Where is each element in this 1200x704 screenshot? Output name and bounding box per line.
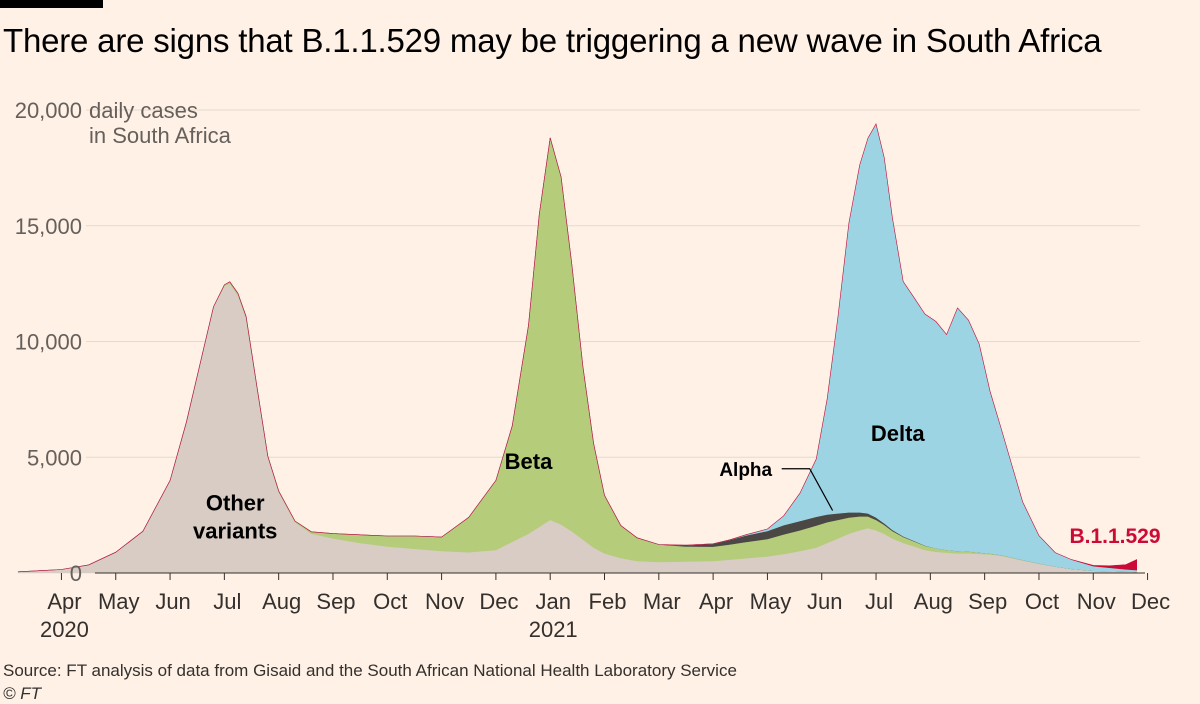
x-tick-label: Mar <box>643 589 681 614</box>
y-tick-label: 0 <box>70 561 82 586</box>
copyright: © FT <box>3 684 42 703</box>
x-tick-label: Jun <box>807 589 842 614</box>
x-tick-label: Jun <box>155 589 190 614</box>
x-tick-label: Feb <box>589 589 627 614</box>
x-tick-label: Sep <box>316 589 355 614</box>
x-tick-label: May <box>750 589 792 614</box>
y-tick-label: 15,000 <box>15 214 82 239</box>
y-tick-label: 20,000 <box>15 98 82 123</box>
x-tick-label: Oct <box>1025 589 1059 614</box>
x-tick-label: Nov <box>1077 589 1116 614</box>
x-tick-label: Oct <box>373 589 407 614</box>
x-tick-label: Jan <box>535 589 570 614</box>
x-tick-label: May <box>98 589 140 614</box>
x-tick-label: Dec <box>1131 589 1170 614</box>
x-year-label: 2021 <box>529 617 578 642</box>
x-tick-label: Apr <box>699 589 733 614</box>
x-tick-label: Aug <box>262 589 301 614</box>
x-tick-label: Aug <box>914 589 953 614</box>
x-tick-label: Sep <box>968 589 1007 614</box>
source-note: Source: FT analysis of data from Gisaid … <box>3 661 737 680</box>
y-tick-label: 10,000 <box>15 330 82 355</box>
stacked-areas <box>17 123 1137 574</box>
label-b-1-1-529: B.1.1.529 <box>1069 525 1160 548</box>
x-year-label: 2020 <box>40 617 89 642</box>
x-tick-label: Jul <box>213 589 241 614</box>
x-tick-label: Dec <box>479 589 518 614</box>
x-tick-label: Jul <box>865 589 893 614</box>
area-b-1-1-529 <box>17 123 1137 573</box>
y-axis-label-line2: in South Africa <box>89 123 232 148</box>
series-labels: Other variants Beta Delta Alpha B.1.1.529 <box>193 421 1160 548</box>
label-other-variants: Other <box>206 490 265 515</box>
alpha-leader-line <box>781 468 834 511</box>
y-tick-label: 5,000 <box>27 445 82 470</box>
x-axis: Apr 2020 May Jun Jul Aug Sep Oct Nov Dec Jan 2021 Fe… <box>40 572 1170 642</box>
chart-title: There are signs that B.1.1.529 may be tr… <box>3 22 1102 59</box>
label-beta: Beta <box>505 449 553 474</box>
x-tick-label: Nov <box>425 589 464 614</box>
x-tick-label: Apr <box>47 589 81 614</box>
label-other-variants: variants <box>193 518 277 543</box>
label-alpha: Alpha <box>719 460 772 481</box>
label-delta: Delta <box>871 421 926 446</box>
y-axis-label: daily cases <box>89 98 198 123</box>
ft-brand-bar <box>0 0 103 8</box>
